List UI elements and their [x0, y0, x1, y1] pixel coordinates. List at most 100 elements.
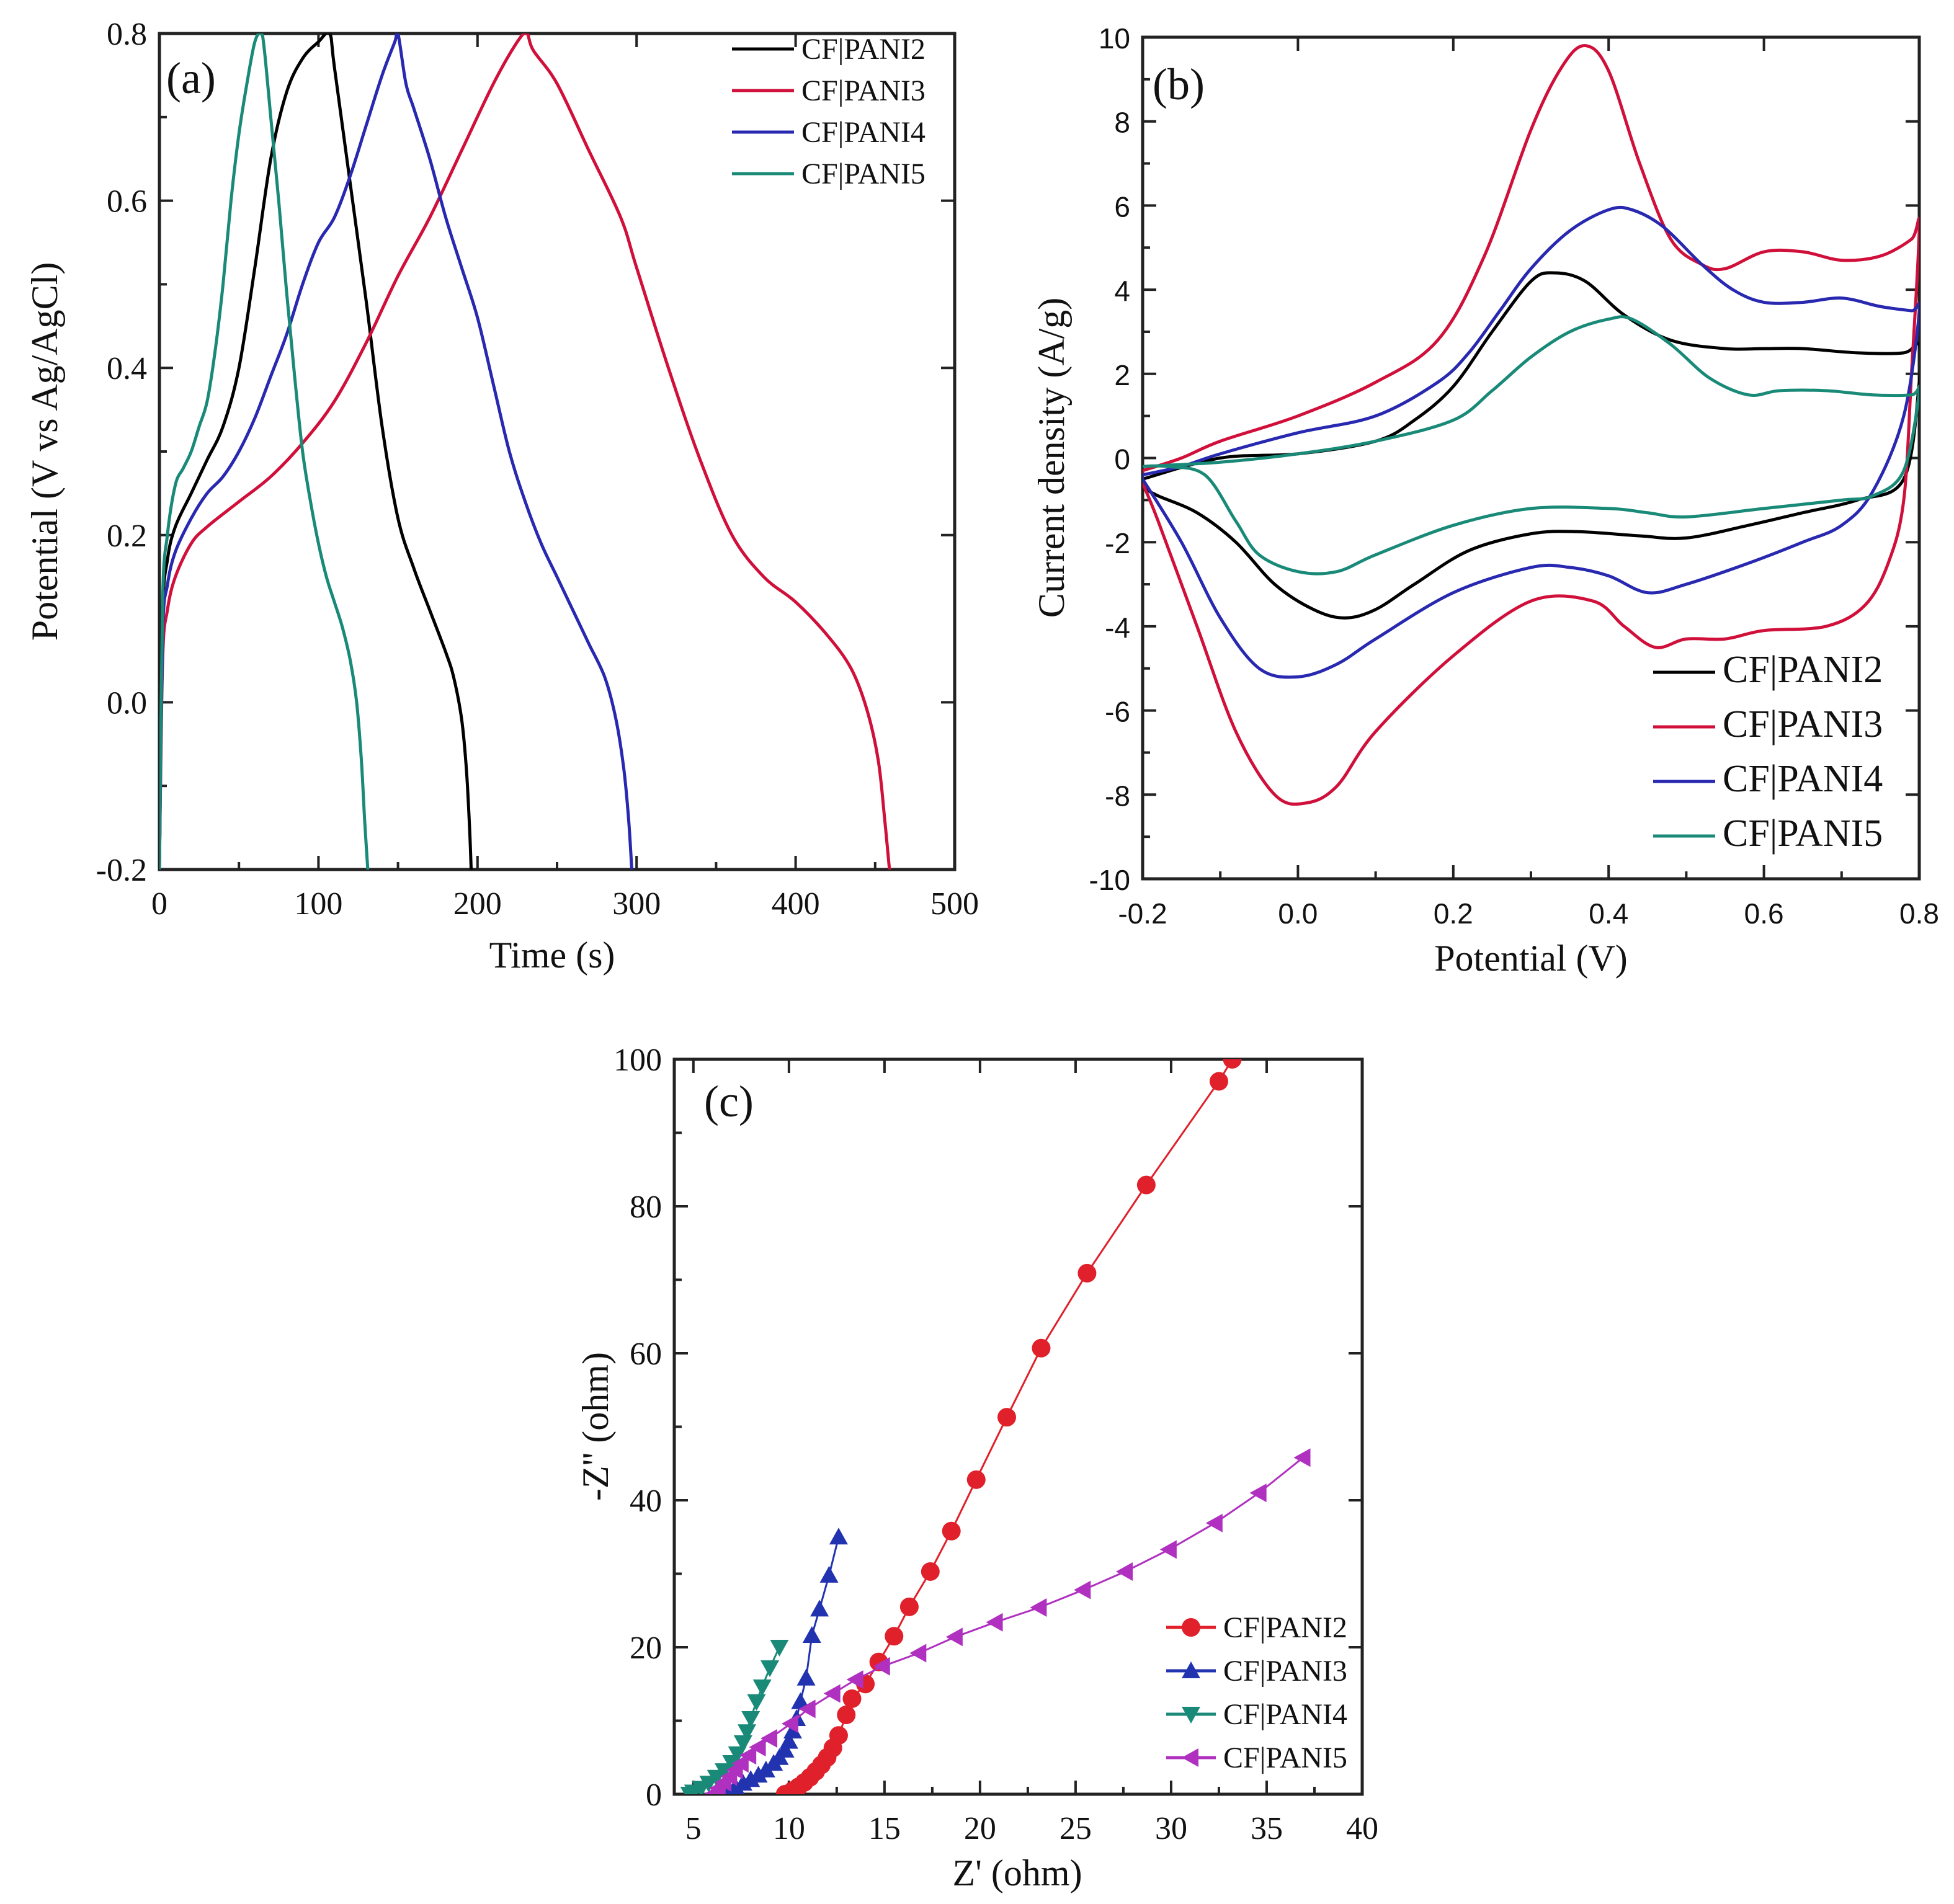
legend: CF|PANI2 CF|PANI3 CF|PANI4 CF|PANI5 — [1653, 649, 1883, 855]
x-axis-title: Z' (ohm) — [952, 1853, 1082, 1893]
x-axis-title: Potential (V) — [1434, 938, 1628, 979]
x-tick-label: 0.8 — [1899, 897, 1939, 930]
y-tick-label: 20 — [630, 1630, 662, 1666]
data-point — [1293, 1448, 1311, 1467]
x-tick-label: 500 — [930, 886, 979, 922]
data-point — [945, 1627, 963, 1647]
data-point — [779, 1732, 798, 1749]
x-tick-label: 20 — [964, 1811, 996, 1846]
data-point — [802, 1626, 821, 1644]
x-tick-label: 40 — [1346, 1811, 1378, 1846]
legend: CF|PANI2 CF|PANI3 CF|PANI4 CF|PANI5 — [1166, 1611, 1347, 1774]
legend-item: CF|PANI3 — [732, 74, 926, 107]
y-tick-label: 40 — [630, 1484, 662, 1519]
data-point — [1249, 1484, 1267, 1503]
data-point — [823, 1684, 841, 1703]
legend-item: CF|PANI2 — [1653, 649, 1883, 691]
y-tick-label: 4 — [1114, 275, 1130, 307]
data-point — [731, 1754, 749, 1773]
plot-area — [680, 1059, 1311, 1794]
legend-item: CF|PANI5 — [1166, 1742, 1347, 1774]
x-tick-label: 200 — [453, 886, 502, 922]
plot-area — [159, 33, 891, 870]
data-point — [1205, 1513, 1223, 1533]
data-point — [1032, 1338, 1051, 1358]
data-point — [829, 1528, 848, 1545]
x-tick-label: 30 — [1155, 1811, 1187, 1846]
legend-label: CF|PANI5 — [1723, 812, 1883, 855]
y-axis-title: Current density (A/g) — [1031, 298, 1072, 618]
data-point — [846, 1670, 863, 1689]
x-axis-title: Time (s) — [489, 935, 615, 976]
data-point — [738, 1724, 757, 1742]
legend-marker — [1182, 1662, 1200, 1678]
data-point — [966, 1470, 986, 1489]
y-axis-title: -Z'' (ohm) — [575, 1352, 616, 1501]
series-line-cf-pani5 — [1143, 315, 1919, 576]
data-point — [810, 1599, 829, 1617]
y-tick-label: -0.2 — [96, 853, 147, 888]
x-tick-label: 0.2 — [1434, 897, 1473, 930]
legend-label: CF|PANI3 — [1723, 703, 1883, 745]
legend-marker — [1182, 1707, 1200, 1724]
series-line-cf-pani2 — [1143, 271, 1919, 620]
panel-b-cv-chart: -0.2 0.0 0.2 0.4 0.6 0.8 -10 -8 -6 -4 -2 0 2 4 6 8 10 Pot… — [1031, 22, 1939, 979]
data-point — [775, 1740, 795, 1758]
y-tick-label: 0.0 — [107, 685, 147, 721]
legend-label: CF|PANI2 — [801, 33, 926, 66]
y-tick-label: 6 — [1114, 190, 1130, 223]
y-tick-label: 0 — [1114, 443, 1130, 476]
legend-label: CF|PANI4 — [801, 116, 926, 149]
y-tick-label: 100 — [613, 1043, 662, 1078]
series-line-cf-pani3 — [1143, 44, 1919, 806]
y-tick-label: -4 — [1105, 612, 1130, 644]
series-line-cf-pani4 — [159, 33, 634, 870]
y-tick-label: 0 — [646, 1777, 662, 1813]
data-point — [715, 1763, 734, 1781]
x-tick-label: 100 — [294, 886, 342, 922]
data-point — [741, 1770, 761, 1787]
data-point — [1077, 1263, 1097, 1283]
x-tick-label: 400 — [772, 886, 820, 922]
data-point — [1116, 1562, 1133, 1581]
x-tick-label: 25 — [1060, 1811, 1092, 1846]
data-point — [997, 1408, 1017, 1427]
legend-label: CF|PANI5 — [801, 158, 926, 190]
data-point — [798, 1699, 816, 1719]
data-point — [873, 1657, 890, 1676]
legend-item: CF|PANI4 — [732, 116, 926, 149]
data-point — [885, 1627, 904, 1646]
legend-item: CF|PANI2 — [732, 33, 926, 66]
x-tick-label: 0.0 — [1278, 897, 1318, 930]
data-point — [1136, 1175, 1156, 1194]
data-point — [728, 1746, 747, 1763]
y-tick-label: -10 — [1089, 864, 1130, 896]
x-tick-label: -0.2 — [1118, 897, 1167, 930]
legend-item: CF|PANI4 — [1166, 1698, 1347, 1731]
legend-marker — [1182, 1618, 1200, 1637]
y-tick-label: 80 — [630, 1190, 662, 1225]
panel-a-gcd-chart: 0 100 200 300 400 500 -0.2 0.0 0.2 0.4 0.6 0.8 Time … — [24, 17, 979, 976]
y-tick-label: -2 — [1105, 527, 1130, 559]
data-point — [837, 1706, 856, 1725]
panel-label: (b) — [1153, 60, 1205, 109]
legend-item: CF|PANI5 — [732, 158, 926, 190]
series-line-cf-pani5 — [159, 33, 370, 870]
data-point — [942, 1521, 961, 1541]
data-point — [1223, 1059, 1242, 1069]
plot-area — [1143, 44, 1919, 806]
y-tick-label: 0.6 — [107, 184, 147, 220]
panel-label: (c) — [704, 1077, 754, 1126]
data-point — [783, 1722, 802, 1739]
series-line-cf-pani3 — [159, 33, 891, 870]
series-line-cf-pani4 — [1143, 205, 1919, 679]
legend-label: CF|PANI5 — [1223, 1742, 1347, 1774]
legend-label: CF|PANI2 — [1723, 649, 1883, 691]
y-tick-label: 0.8 — [107, 17, 147, 52]
data-point — [749, 1766, 768, 1783]
legend-label: CF|PANI4 — [1223, 1698, 1347, 1731]
data-point — [842, 1689, 862, 1708]
data-point — [921, 1562, 940, 1581]
y-tick-label: -8 — [1105, 780, 1130, 812]
